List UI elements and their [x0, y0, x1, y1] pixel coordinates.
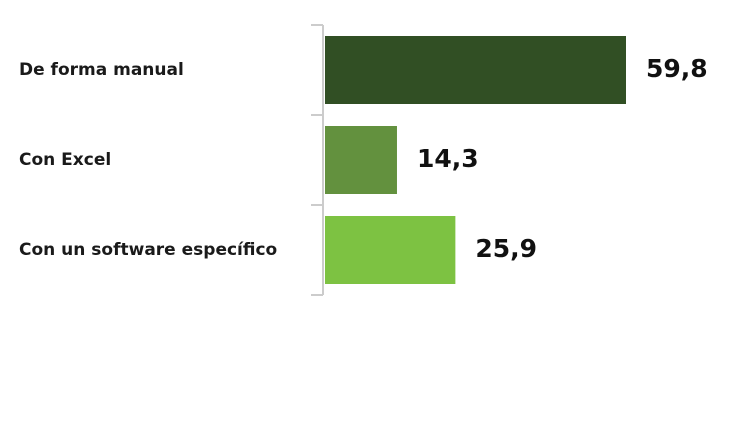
category-label: Con un software específico [19, 240, 277, 260]
category-label: Con Excel [19, 150, 111, 170]
value-label: 59,8 [646, 54, 708, 83]
value-label: 25,9 [475, 234, 537, 263]
bar [325, 216, 456, 284]
bar [325, 126, 397, 194]
category-labels: De forma manual Con Excel Con un software … [19, 60, 277, 260]
bar [325, 36, 626, 104]
bars [325, 36, 626, 284]
value-labels: 59,8 14,3 25,9 [417, 54, 708, 263]
value-label: 14,3 [417, 144, 479, 173]
category-label: De forma manual [19, 60, 184, 80]
category-axis [311, 24, 324, 296]
